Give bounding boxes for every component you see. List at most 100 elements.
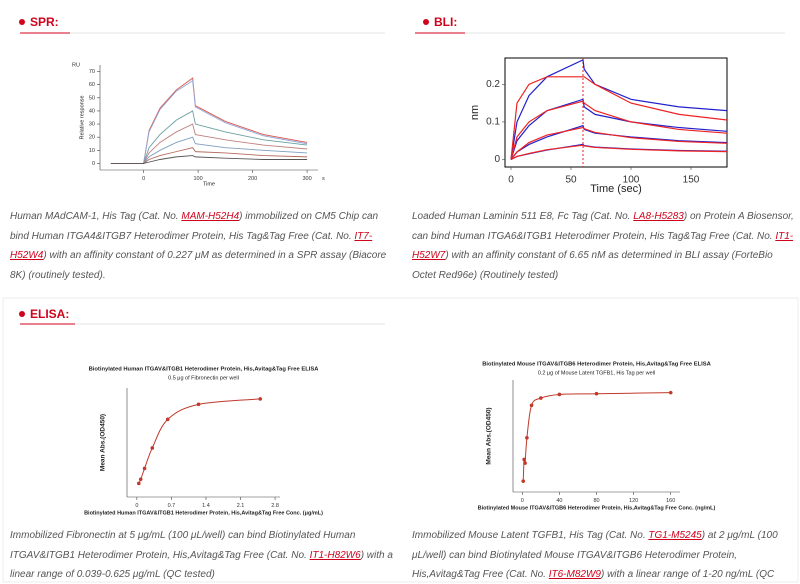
- series-line: [510, 76, 728, 160]
- x-axis-label: Time: [203, 181, 215, 187]
- series-line: [110, 155, 308, 164]
- x-tick-label: 2.1: [237, 503, 245, 509]
- series-line: [510, 126, 728, 160]
- catalog-link[interactable]: LA8-H5283: [633, 211, 684, 222]
- y-tick-label: 20: [89, 135, 95, 141]
- x-tick-label: 0.7: [168, 503, 176, 509]
- data-point: [196, 402, 201, 407]
- caption-text: Loaded Human Laminin 511 E8, Fc Tag (Cat…: [412, 211, 634, 222]
- y-tick-label: 70: [89, 69, 95, 75]
- data-point: [138, 477, 143, 482]
- series-line: [110, 136, 308, 164]
- catalog-link[interactable]: IT1-H82W6: [309, 549, 361, 561]
- fit-curve: [522, 392, 671, 482]
- series-line: [110, 110, 308, 164]
- bullet: [423, 19, 429, 25]
- x-tick-label: 160: [666, 498, 675, 504]
- caption-text: ) with a linear range of 0.039-0.625 μg/…: [10, 549, 393, 581]
- data-point: [523, 461, 527, 465]
- chart-title: Biotinylated Mouse ITGAV&ITGB6 Heterodim…: [482, 362, 711, 368]
- data-point: [522, 457, 526, 462]
- x-tick-label: 50: [565, 175, 577, 186]
- data-point: [557, 392, 562, 397]
- series-line: [110, 79, 308, 164]
- x-tick-label: 2.8: [271, 503, 279, 509]
- y-axis-label: Mean Abs.(OD450): [100, 414, 107, 471]
- x-tick-label: 1.4: [202, 503, 210, 509]
- caption-text: Human MAdCAM-1, His Tag (Cat. No.: [10, 211, 182, 222]
- caption-text: ) immobilized on CM5 Chip can bind Human…: [10, 211, 379, 242]
- data-point: [594, 391, 599, 396]
- y-tick-label: 50: [89, 95, 95, 101]
- y-tick-label: 40: [89, 108, 95, 114]
- data-point: [142, 466, 147, 471]
- section-heading: ELISA:: [30, 307, 70, 321]
- series-line: [510, 100, 728, 160]
- caption-text: ) with an affinity constant of 0.227 μM …: [10, 250, 387, 281]
- series-line: [110, 123, 308, 164]
- caption-text: Immobilized Mouse Latent TGFB1, His Tag …: [412, 530, 649, 541]
- x-tick-label: 0: [135, 503, 138, 509]
- bullet: [19, 19, 25, 25]
- x-axis-label: Biotinylated Mouse ITGAV&ITGB6 Heterodim…: [478, 505, 716, 511]
- elisa-panel: [2, 297, 799, 583]
- data-point: [258, 397, 263, 401]
- series-line: [110, 147, 308, 164]
- x-tick-label: 150: [683, 175, 700, 186]
- data-point: [529, 403, 534, 408]
- series-line: [510, 58, 728, 160]
- y-axis-label: Relative response: [79, 95, 85, 139]
- catalog-link[interactable]: MAM-H52H4: [181, 211, 240, 222]
- chart-subtitle: 0.5 μg of Fibronectin per well: [168, 375, 239, 381]
- x-tick-label: 100: [194, 176, 203, 182]
- data-point: [150, 446, 155, 450]
- caption: Loaded Human Laminin 511 E8, Fc Tag (Cat…: [412, 207, 797, 285]
- section-heading: SPR:: [30, 15, 59, 29]
- y-tick-label: 0: [494, 154, 500, 165]
- x-tick-label: 0: [508, 175, 514, 186]
- catalog-link[interactable]: IT6-M82W9: [548, 569, 601, 580]
- chart-title: Biotinylated Human ITGAV&ITGB1 Heterodim…: [89, 367, 320, 373]
- x-tick-label: 0: [142, 176, 145, 182]
- caption-text: ) with a linear range of 1-20 ng/mL (QC …: [600, 569, 775, 580]
- x-axis-label: Biotinylated Human ITGAV&ITGB1 Heterodim…: [84, 510, 323, 516]
- y-tick-label: 60: [89, 82, 95, 88]
- catalog-link[interactable]: IT1-H52W7: [412, 230, 794, 262]
- data-point: [136, 481, 141, 486]
- x-tick-label: 80: [593, 498, 599, 504]
- x-tick-label: 200: [248, 176, 257, 182]
- fit-curve: [138, 398, 261, 484]
- y-tick-label: 0.2: [486, 79, 500, 90]
- caption-text: Immobilized Fibronectin at 5 μg/mL (100 …: [10, 530, 356, 561]
- data-point: [525, 436, 529, 440]
- caption: Human MAdCAM-1, His Tag (Cat. No. MAM-H5…: [10, 207, 395, 285]
- caption-text: ) at 2 μg/mL (100 μL/well) can bind Biot…: [412, 530, 778, 580]
- data-point: [539, 396, 543, 400]
- y-tick-label: 30: [89, 122, 95, 128]
- x-axis-label: Time (sec): [590, 183, 642, 195]
- y-axis-label: nm: [469, 105, 481, 120]
- caption: Immobilized Mouse Latent TGFB1, His Tag …: [412, 526, 792, 584]
- series-line: [510, 144, 728, 161]
- x-tick-label: 100: [623, 175, 640, 186]
- catalog-link[interactable]: TG1-M5245: [648, 530, 702, 541]
- x-tick-label: 0: [521, 498, 524, 504]
- catalog-link[interactable]: IT7-H52W4: [10, 230, 373, 262]
- plot-frame: [504, 57, 728, 168]
- section-heading: BLI:: [434, 15, 458, 29]
- data-point: [165, 417, 170, 422]
- caption-text: ) with an affinity constant of 6.65 nM a…: [412, 250, 773, 281]
- chart-subtitle: 0.2 μg of Mouse Latent TGFB1, His Tag pe…: [538, 370, 655, 376]
- y-axis-label: Mean Abs.(OD450): [486, 407, 493, 464]
- bullet: [19, 311, 25, 317]
- x-tick-label: 40: [556, 498, 562, 504]
- x-tick-label: 300: [303, 176, 312, 182]
- caption-text: ) on Protein A Biosensor, can bind Human…: [412, 211, 794, 242]
- caption: Immobilized Fibronectin at 5 μg/mL (100 …: [10, 526, 395, 584]
- y-tick-label: 0.1: [486, 117, 500, 128]
- unit-label: RU: [72, 62, 80, 68]
- x-unit: s: [322, 176, 325, 182]
- data-point: [668, 390, 673, 395]
